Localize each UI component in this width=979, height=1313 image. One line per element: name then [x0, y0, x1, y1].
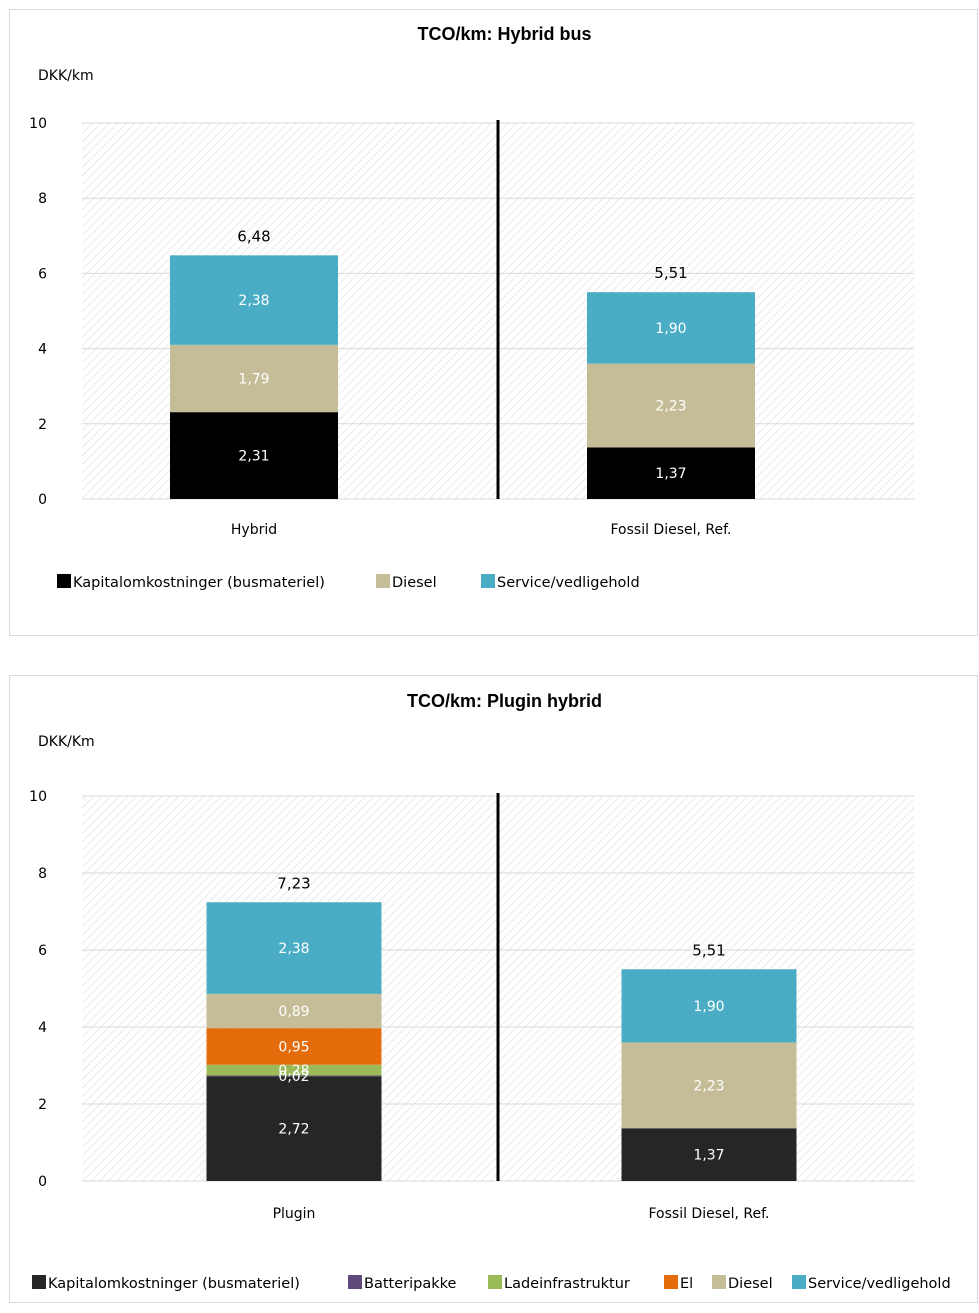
chart-plugin-hybrid: TCO/km: Plugin hybrid DKK/Km 0 2 4 6 8 10 2,72 0,… — [9, 675, 978, 1303]
bar-segment — [206, 1064, 382, 1076]
y-tick-label: 2 — [38, 1097, 47, 1113]
legend-label: Service/vedligehold — [497, 575, 640, 591]
chart-plugin-hybrid-svg: TCO/km: Plugin hybrid DKK/Km 0 2 4 6 8 10 2,72 0,… — [29, 691, 951, 1292]
data-label: 2,38 — [278, 941, 309, 957]
bar-segment — [170, 255, 338, 345]
legend-swatch — [376, 574, 390, 588]
legend-swatch — [488, 1275, 502, 1289]
legend-label: Kapitalomkostninger (busmateriel) — [73, 575, 325, 591]
legend-swatch — [664, 1275, 678, 1289]
legend-swatch — [712, 1275, 726, 1289]
legend-label: Diesel — [728, 1276, 773, 1292]
y-axis-label: DKK/km — [38, 68, 94, 84]
chart-title: TCO/km: Hybrid bus — [417, 24, 591, 44]
data-label: 1,37 — [655, 466, 686, 482]
y-tick-label: 0 — [38, 1174, 47, 1190]
y-tick-label: 4 — [38, 342, 47, 358]
bar-segment — [170, 412, 338, 499]
data-label: 1,90 — [655, 321, 686, 337]
bar-segment — [621, 1042, 797, 1129]
data-label: 2,31 — [238, 449, 269, 465]
y-tick-label: 10 — [29, 116, 47, 132]
total-label: 6,48 — [237, 227, 270, 245]
total-label: 5,51 — [692, 941, 725, 959]
bar-segment — [587, 363, 755, 448]
category-label: Fossil Diesel, Ref. — [649, 1206, 770, 1222]
bar-segment — [206, 1076, 382, 1181]
bar-segment — [587, 447, 755, 499]
data-label: 1,79 — [238, 371, 269, 387]
legend-swatch — [792, 1275, 806, 1289]
data-label: 0,89 — [278, 1004, 309, 1020]
bar-segment — [170, 344, 338, 413]
legend-swatch — [32, 1275, 46, 1289]
bar-segment — [621, 969, 797, 1043]
y-tick-label: 6 — [38, 266, 47, 282]
chart-title: TCO/km: Plugin hybrid — [407, 691, 602, 711]
chart-hybrid-bus-svg: TCO/km: Hybrid bus DKK/km 0 2 4 6 8 10 2,31 1,79 2… — [29, 24, 914, 591]
data-label: 0,28 — [278, 1063, 309, 1079]
bar-segment — [587, 292, 755, 364]
legend-label: Diesel — [392, 575, 437, 591]
data-label: 2,23 — [655, 399, 686, 415]
y-tick-label: 0 — [38, 492, 47, 508]
legend-label: El — [680, 1276, 693, 1292]
legend-label: Service/vedligehold — [808, 1276, 951, 1292]
legend-swatch — [57, 574, 71, 588]
y-tick-label: 6 — [38, 943, 47, 959]
legend-label: Ladeinfrastruktur — [504, 1276, 630, 1292]
bar-segment — [206, 1075, 382, 1077]
chart-hybrid-bus: TCO/km: Hybrid bus DKK/km 0 2 4 6 8 10 2,31 1,79 2… — [9, 9, 978, 636]
y-tick-label: 8 — [38, 866, 47, 882]
bar-segment — [206, 993, 382, 1029]
y-axis-label: DKK/Km — [38, 734, 95, 750]
legend-swatch — [348, 1275, 362, 1289]
total-label: 5,51 — [654, 264, 687, 282]
data-label: 1,90 — [693, 999, 724, 1015]
data-label: 2,38 — [238, 293, 269, 309]
data-label: 1,37 — [693, 1148, 724, 1164]
y-tick-label: 10 — [29, 789, 47, 805]
legend-swatch — [481, 574, 495, 588]
data-label: 2,72 — [278, 1122, 309, 1138]
y-tick-label: 2 — [38, 417, 47, 433]
legend-label: Batteripakke — [364, 1276, 456, 1292]
data-label: 0,95 — [278, 1039, 309, 1055]
y-tick-label: 4 — [38, 1020, 47, 1036]
category-label: Hybrid — [231, 522, 277, 538]
bar-segment — [621, 1128, 797, 1181]
y-tick-label: 8 — [38, 191, 47, 207]
total-label: 7,23 — [277, 874, 310, 892]
bar-segment — [206, 1028, 382, 1065]
bar-segment — [206, 902, 382, 994]
category-label: Plugin — [273, 1206, 316, 1222]
data-label: 0,02 — [278, 1069, 309, 1085]
legend-label: Kapitalomkostninger (busmateriel) — [48, 1276, 300, 1292]
category-label: Fossil Diesel, Ref. — [611, 522, 732, 538]
data-label: 2,23 — [693, 1078, 724, 1094]
